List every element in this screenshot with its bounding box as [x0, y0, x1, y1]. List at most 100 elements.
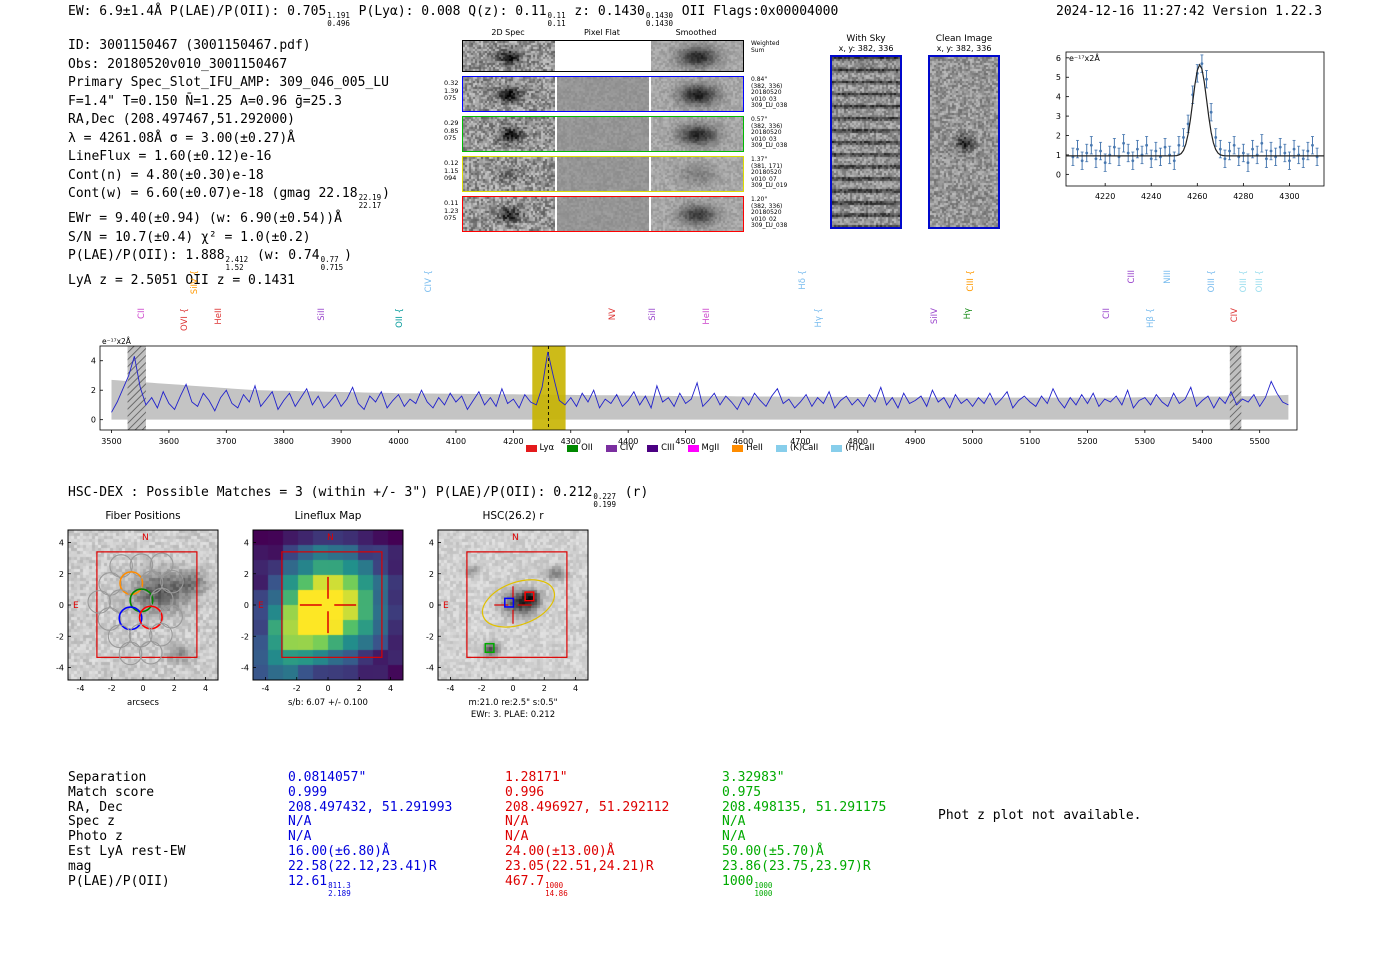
data-point — [1186, 122, 1190, 126]
y-tick-label: -4 — [426, 664, 434, 673]
y-tick-label: 6 — [1056, 54, 1061, 63]
spec2d-right-labels: 0.57" (382, 336) 20180520 v010_03 309_LU_038 — [751, 116, 803, 150]
data-point — [1278, 145, 1282, 149]
legend-item: MgII — [687, 443, 719, 453]
text-segment: P(Lyα): 0.008 Q(z): 0.11 — [350, 4, 547, 19]
emission-line-label: Hγ — [963, 300, 973, 319]
text-segment: Obs: 20180520v010_3001150467 — [68, 56, 288, 72]
full-spectrum-chart: 0 2 4 3500 3600 3700 3800 3900 4000 4100 4200 4300 4… — [80, 336, 1330, 460]
legend-swatch — [831, 444, 843, 452]
spectrum-legend: Lyα OII CIV CIII MgII HeII (K)CaII (H)CaII — [0, 443, 1400, 453]
emission-line-label-text: NV — [607, 308, 618, 321]
x-tick-label: 2 — [357, 684, 362, 693]
fiber-circle — [98, 572, 122, 596]
spec2d-right-label: (382, 336) — [751, 82, 783, 90]
fraction-lower: 1000 — [754, 888, 773, 898]
data-point — [1265, 157, 1268, 161]
legend-label: OII — [581, 443, 593, 453]
spec2d-right-label: 0.84" — [751, 76, 768, 83]
spec2d-left-label: 094 — [444, 174, 457, 182]
text-segment: P(LAE)/P(OII): 1.888 — [68, 248, 225, 263]
spec2d-strip — [462, 156, 744, 192]
spec2d-right-labels: Weighted Sum — [751, 40, 803, 54]
text-segment: (w: 0.74 — [249, 248, 320, 263]
match-value: 1000 — [722, 873, 754, 889]
x-tick-label: -4 — [77, 684, 85, 693]
fraction-lower: 14.86 — [545, 888, 568, 898]
legend-item: CIV — [605, 443, 634, 453]
info-line: LyA z = 2.5051 OII z = 0.1431 — [68, 272, 390, 291]
fraction-upper: 0.1430 — [645, 11, 673, 20]
fraction-stack: 0.11 0.11 — [548, 12, 566, 28]
spec2d-right-label: v010_02 — [751, 215, 777, 223]
fraction-stack: 0.227 0.199 — [593, 493, 616, 509]
spec2d-right-label: 309_LU_038 — [751, 102, 788, 110]
spec2d-section: 2D Spec Pixel Flat Smoothed Weighted Sum 0… — [444, 28, 804, 236]
lineflux-map-title: Lineflux Map — [294, 510, 362, 522]
with-sky-image — [830, 55, 902, 229]
spec2d-right-label: 309_LU_019 — [751, 182, 788, 190]
x-tick-label: 3700 — [216, 437, 236, 446]
legend-item: (H)CaII — [831, 443, 875, 453]
data-point — [1103, 161, 1107, 165]
clean-image-title: Clean Image — [935, 34, 993, 44]
emission-line-label-text: CII — [137, 308, 148, 319]
match-table-cell: N/A — [722, 814, 746, 830]
catalog-match-marker — [524, 591, 535, 602]
spec2d-cell-image — [557, 117, 649, 151]
x-tick-label: 4 — [388, 684, 393, 693]
match-table-cell: 0.996 — [505, 784, 545, 800]
y-tick-label: -4 — [241, 664, 249, 673]
emission-line-label-text: CIII — [1126, 270, 1137, 284]
x-tick-label: 4280 — [1233, 192, 1253, 201]
match-table-row-label: mag — [68, 858, 92, 874]
emission-line-label: Hδ { — [798, 262, 808, 290]
y-tick-label: 4 — [1056, 93, 1061, 102]
spec2d-right-labels: 0.84" (382, 336) 20180520 v010_03 309_LU_038 — [751, 76, 803, 110]
info-line: ID: 3001150467 (3001150467.pdf) — [68, 37, 390, 56]
spec2d-col-title-2dspec: 2D Spec — [491, 28, 525, 37]
text-segment: F=1.4" T=0.150 N̄=1.25 A=0.96 ḡ=25.3 — [68, 93, 342, 109]
noise-band — [111, 379, 1289, 420]
text-segment: S/N = 10.7(±0.4) χ² = 1.0(±0.2) — [68, 229, 311, 245]
hsc-cutout-panel: HSC(26.2) r -4 -4 -2 -2 0 0 2 2 4 4 N E m:21.0 re:2… — [406, 508, 618, 728]
match-table-cell: N/A — [722, 829, 746, 845]
info-line: F=1.4" T=0.150 N̄=1.25 A=0.96 ḡ=25.3 — [68, 93, 390, 112]
fraction-upper: 811.3 — [328, 880, 351, 890]
spec2d-cell-image — [463, 41, 555, 71]
match-value: 467.7 — [505, 873, 545, 889]
fraction-stack: 1.191 0.496 — [327, 12, 350, 28]
emission-line-label: Hβ { — [1146, 300, 1156, 328]
hsc-cutout-overlay: -4 -4 -2 -2 0 0 2 2 4 4 N E — [426, 529, 589, 693]
spec2d-right-label: 20180520 — [751, 129, 782, 137]
data-point — [1163, 145, 1167, 149]
match-table-cell: 50.00(±5.70)Å — [722, 843, 824, 859]
data-point — [1172, 159, 1176, 163]
legend-item: Lyα — [525, 443, 554, 453]
emission-line-label-text: CII — [1101, 308, 1112, 319]
data-point — [1301, 157, 1305, 161]
spec2d-right-label: 0.57" — [751, 116, 768, 123]
spec2d-right-label: Weighted — [751, 40, 780, 47]
fraction-lower: 0.199 — [593, 500, 616, 509]
fiber-circle — [139, 640, 163, 665]
x-tick-label: 4200 — [503, 437, 523, 446]
match-table-row-label: RA, Dec — [68, 799, 123, 815]
spec2d-cell-image — [463, 197, 555, 231]
spec2d-cell-image — [463, 157, 555, 191]
data-point — [1122, 141, 1125, 145]
fraction-upper: 1000 — [545, 880, 564, 890]
match-table-row-label: Spec z — [68, 814, 115, 830]
spec2d-right-label: 20180520 — [751, 209, 782, 217]
emission-line-label-text: SiIV — [930, 308, 941, 325]
emission-line-label-text: OIII { — [1239, 270, 1250, 293]
x-tick-label: 4260 — [1187, 192, 1207, 201]
spec2d-strip — [462, 76, 744, 112]
match-table-cell: 12.61 811.3 2.189 — [288, 874, 505, 898]
x-tick-label: 4400 — [618, 437, 638, 446]
spec2d-row: 0.29 0.85 075 0.57" (382, 336) 20180520 v010_0… — [444, 116, 804, 154]
info-line: P(LAE)/P(OII): 1.888 2.412 1.52 (w: 0.74 0.… — [68, 247, 390, 272]
x-tick-label: 4700 — [790, 437, 810, 446]
compass-north-label: N — [327, 533, 334, 543]
spec2d-cell-image — [651, 41, 743, 71]
